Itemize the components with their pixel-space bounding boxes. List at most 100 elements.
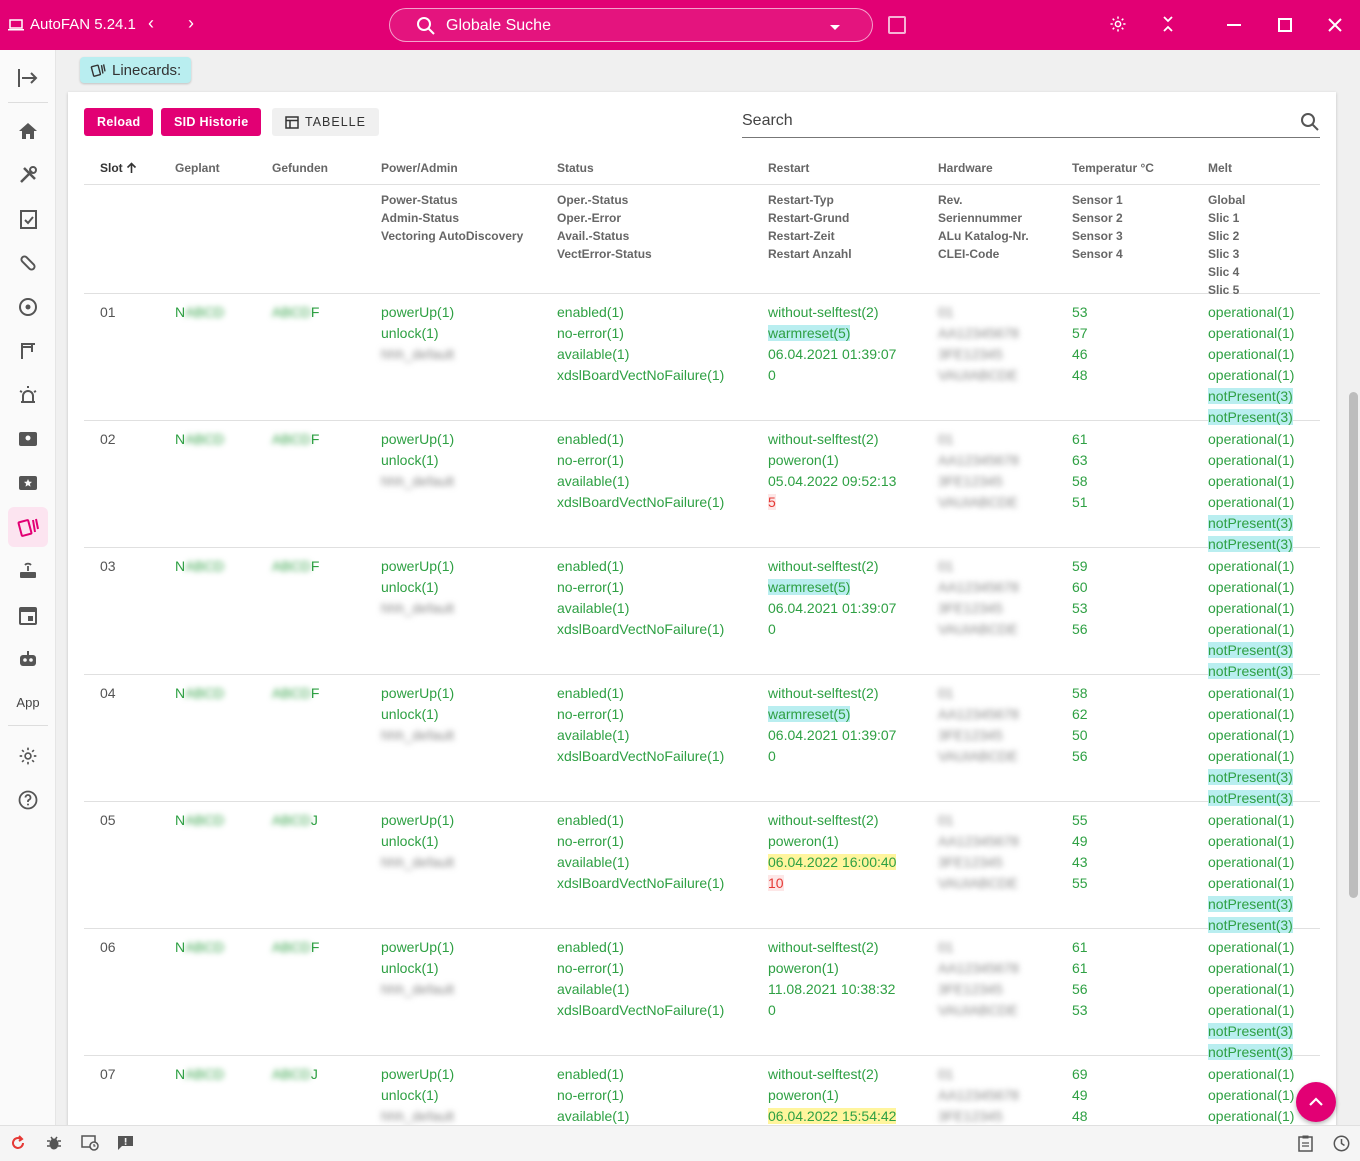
redacted-value: AA12345678 — [938, 706, 1019, 722]
sensor-2: 61 — [1072, 960, 1088, 976]
gefunden-cell: ABCDF — [272, 556, 319, 577]
table-row[interactable]: 03 NABCD ABCDF powerUp(1) unlock(1) hhh_defau… — [84, 548, 1320, 679]
header-melt[interactable]: Melt — [1208, 161, 1232, 175]
chevron-down-icon[interactable] — [830, 25, 840, 30]
header-geplant[interactable]: Geplant — [175, 161, 220, 175]
header-status[interactable]: Status — [557, 161, 594, 175]
scroll-top-button[interactable] — [1296, 1082, 1336, 1122]
feedback-icon[interactable] — [117, 1135, 134, 1151]
table-row[interactable]: 01 NABCD ABCDF powerUp(1) unlock(1) hhh_defau… — [84, 294, 1320, 425]
home-icon — [19, 123, 37, 139]
collapse-icon[interactable] — [1160, 15, 1176, 33]
header-restart[interactable]: Restart — [768, 161, 810, 175]
header-slot-label: Slot — [100, 161, 123, 175]
close-icon[interactable] — [1328, 18, 1342, 32]
subheader-item: Restart-Zeit — [768, 229, 835, 243]
sidebar-item-tickets[interactable] — [8, 463, 48, 503]
power-status: powerUp(1) — [381, 685, 455, 701]
top-checkbox[interactable] — [888, 16, 906, 34]
table-row[interactable]: 05 NABCD ABCDJ powerUp(1) unlock(1) hhh_defau… — [84, 802, 1320, 933]
sidebar-item-calendar[interactable] — [8, 595, 48, 635]
table-row[interactable]: 06 NABCD ABCDF powerUp(1) unlock(1) hhh_defau… — [84, 929, 1320, 1060]
melt-value: operational(1) — [1208, 431, 1295, 447]
scrollbar-thumb[interactable] — [1349, 392, 1358, 898]
restart-count: 5 — [768, 494, 776, 510]
sidebar-item-home[interactable] — [8, 111, 48, 151]
minimize-icon[interactable] — [1227, 24, 1241, 26]
table-row[interactable]: 07 NABCD ABCDJ powerUp(1) unlock(1) hhh_defau… — [84, 1056, 1320, 1132]
melt-value: notPresent(3) — [1208, 1044, 1293, 1060]
sidebar-item-help[interactable] — [8, 780, 48, 820]
header-gefunden[interactable]: Gefunden — [272, 161, 328, 175]
restart-type: without-selftest(2) — [768, 558, 879, 574]
table-button[interactable]: TABELLE — [272, 108, 379, 136]
sidebar-item-alarms[interactable] — [8, 375, 48, 415]
subheader-item: Slic 1 — [1208, 211, 1240, 225]
sidebar-item-settings[interactable] — [8, 736, 48, 776]
sidebar-item-app[interactable]: App — [16, 695, 40, 710]
restart-time: 06.04.2021 01:39:07 — [768, 600, 897, 616]
sid-historie-button[interactable]: SID Historie — [161, 108, 262, 136]
melt-line: operational(1) — [1208, 302, 1294, 323]
gear-icon[interactable] — [1109, 15, 1127, 33]
melt-line: notPresent(3) — [1208, 513, 1294, 534]
avail-status: available(1) — [557, 600, 630, 616]
header-temperature[interactable]: Temperatur °C — [1072, 161, 1154, 175]
refresh-icon[interactable] — [10, 1135, 26, 1151]
back-button[interactable]: ‹ — [148, 13, 154, 33]
sidebar-item-tools[interactable] — [8, 155, 48, 195]
sidebar-item-tasks[interactable] — [8, 199, 48, 239]
header-power[interactable]: Power/Admin — [381, 161, 458, 175]
vecterror-status: xdslBoardVectNoFailure(1) — [557, 367, 725, 383]
sidebar-item-robot[interactable] — [8, 639, 48, 679]
sidebar-item-construction[interactable] — [8, 331, 48, 371]
oper-error: no-error(1) — [557, 579, 624, 595]
restart-count: 0 — [768, 748, 776, 764]
status-cell: enabled(1) no-error(1) available(1) xdslBoa… — [557, 937, 724, 1021]
redacted-value: VAUIABCDE — [938, 748, 1018, 764]
restart-count-line: 0 — [768, 1000, 895, 1021]
table-row[interactable]: 02 NABCD ABCDF powerUp(1) unlock(1) hhh_defau… — [84, 421, 1320, 552]
reload-button[interactable]: Reload — [84, 108, 154, 136]
history-window-icon[interactable] — [81, 1135, 99, 1151]
hardware-cell: 01 AA12345678 3FE12345 VAUIABCDE — [938, 937, 1019, 1021]
header-hardware[interactable]: Hardware — [938, 161, 993, 175]
sidebar-expand[interactable] — [8, 58, 48, 98]
clipboard-icon[interactable] — [1298, 1135, 1313, 1152]
subheader-item: VectError-Status — [557, 247, 652, 261]
table-search-input[interactable] — [742, 112, 1282, 130]
sidebar-item-cards[interactable] — [8, 419, 48, 459]
oper-status: enabled(1) — [557, 431, 624, 447]
power-status: powerUp(1) — [381, 304, 455, 320]
sidebar-item-router[interactable] — [8, 551, 48, 591]
sensor-3: 46 — [1072, 346, 1088, 362]
melt-cell: operational(1) operational(1) operational(… — [1208, 302, 1294, 428]
crane-icon — [21, 343, 35, 359]
restart-reason: warmreset(5) — [768, 579, 851, 595]
sidebar-item-linecards[interactable] — [8, 507, 48, 547]
temperature-cell: 55 49 43 55 — [1072, 810, 1088, 894]
bug-icon[interactable] — [46, 1135, 62, 1151]
table-row[interactable]: 04 NABCD ABCDF powerUp(1) unlock(1) hhh_defau… — [84, 675, 1320, 806]
header-slot[interactable]: Slot — [100, 161, 137, 175]
table-button-label: TABELLE — [305, 115, 366, 129]
restart-type: without-selftest(2) — [768, 685, 879, 701]
maximize-icon[interactable] — [1278, 18, 1292, 32]
power-status: powerUp(1) — [381, 812, 455, 828]
redacted-value: ABCD — [185, 812, 225, 828]
search-icon[interactable] — [1300, 112, 1320, 132]
geplant-prefix: N — [175, 1066, 186, 1082]
hardware-cell: 01 AA12345678 3FE12345 VAUIABCDE — [938, 302, 1019, 386]
clipboard-check-icon — [20, 210, 37, 229]
sensor-1: 53 — [1072, 304, 1088, 320]
global-search[interactable]: Globale Suche — [389, 8, 873, 42]
restart-time: 06.04.2022 15:54:42 — [768, 1108, 897, 1124]
sidebar-item-network[interactable] — [8, 287, 48, 327]
clock-icon[interactable] — [1333, 1135, 1350, 1152]
sidebar-item-patch[interactable] — [8, 243, 48, 283]
table-search[interactable] — [742, 112, 1320, 138]
admin-status: unlock(1) — [381, 706, 439, 722]
forward-button[interactable]: › — [188, 13, 194, 33]
gefunden-suffix: F — [310, 685, 320, 701]
gefunden-suffix: J — [310, 1066, 318, 1082]
